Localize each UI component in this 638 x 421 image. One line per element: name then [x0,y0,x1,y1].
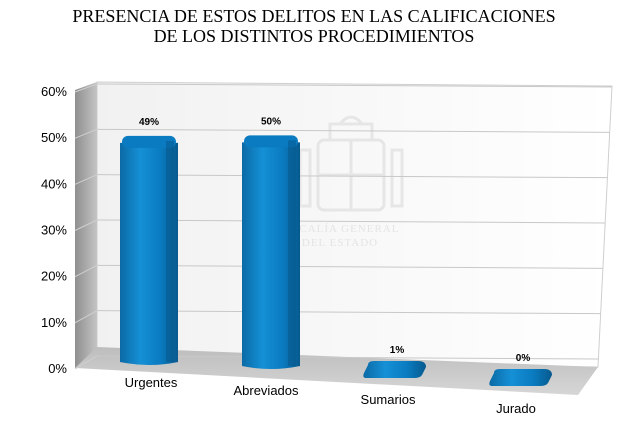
x-tick-label: Abreviados [233,383,299,398]
watermark-line-1: FISCALÍA GENERAL [281,223,400,235]
bar: 50% [242,116,300,369]
bar-top [244,135,298,148]
bar-series: 49% 50% 1% 0% [120,116,552,386]
y-tick-label: 30% [41,223,67,238]
bar-body [120,142,178,365]
gridline [96,264,604,269]
x-tick-label: Sumarios [361,392,416,407]
x-tick-label: Jurado [496,401,536,416]
watermark: FISCALÍA GENERAL DEL ESTADO [281,115,404,249]
y-tick-label: 10% [41,315,67,330]
y-tick-label: 60% [41,84,67,99]
bar-value-label: 0% [516,353,531,364]
y-axis: 0% 10% 20% 30% 40% 50% 60% [41,84,67,376]
y-tick-label: 0% [48,361,67,376]
gridline [96,128,610,133]
crest-icon [298,115,404,212]
bar: 1% [363,345,426,378]
bar-value-label: 49% [139,117,159,128]
floor [75,347,598,395]
watermark-line-2: DEL ESTADO [302,237,378,249]
gridline-side [74,355,98,370]
gridline [96,174,608,179]
y-tick-label: 40% [41,176,67,191]
bar: 49% [120,117,178,365]
bar-top [122,135,176,148]
bar-value-label: 1% [390,345,405,356]
gridline [96,310,601,315]
bar-shade [288,140,296,366]
gridline-side [74,219,98,231]
chart-title: PRESENCIA DE ESTOS DELITOS EN LAS CALIFI… [72,6,555,46]
gridline-side [74,264,98,278]
chart-title-line-1: PRESENCIA DE ESTOS DELITOS EN LAS CALIFI… [72,6,555,26]
bar-body [363,361,426,378]
bar: 0% [489,353,552,386]
gridline [96,219,606,224]
bar-value-label: 50% [261,116,281,127]
gridline [96,83,613,88]
y-tick-label: 20% [41,269,67,284]
gridline-side [74,310,98,324]
gridline-side [74,128,98,139]
gridline-side [74,83,98,93]
chart-title-line-2: DE LOS DISTINTOS PROCEDIMIENTOS [154,26,475,46]
bar-body [242,142,300,369]
bar-shade [166,140,174,362]
x-tick-label: Urgentes [125,375,178,390]
gridline-side [74,174,98,185]
gridlines [74,83,613,370]
x-axis: Urgentes Abreviados Sumarios Jurado [125,375,536,416]
bar-body [489,369,552,386]
gridline [96,355,599,360]
y-tick-label: 50% [41,130,67,145]
